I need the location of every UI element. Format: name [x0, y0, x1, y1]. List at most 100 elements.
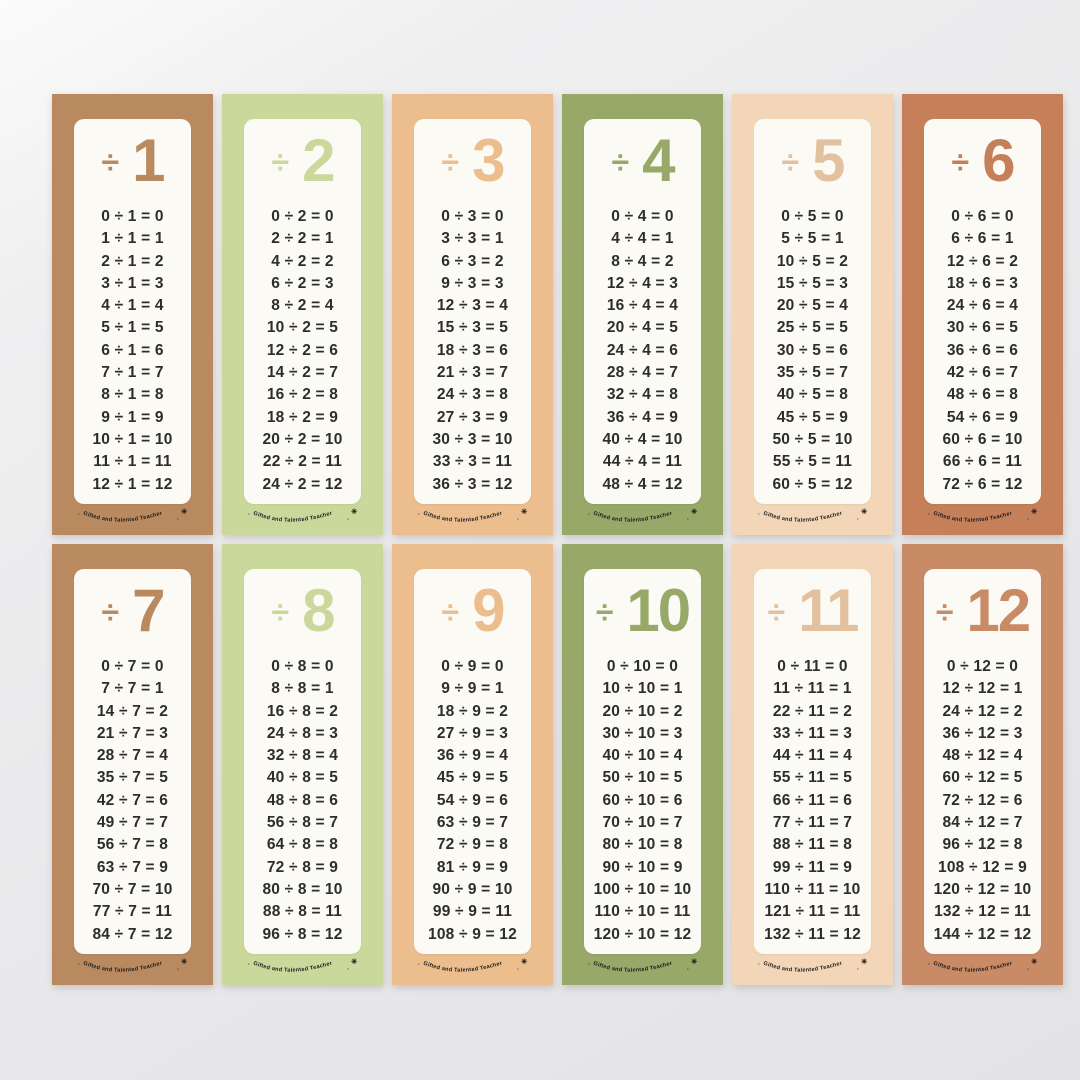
division-card: ÷ 7 0 ÷ 7 = 0 7 ÷ 7 = 1 14 ÷ 7 = 2 21 ÷ 7 =… — [52, 544, 213, 985]
divisor-number: 12 — [966, 576, 1031, 644]
dot-mark-trailing: · — [177, 967, 179, 973]
equation-line: 16 ÷ 2 = 8 — [266, 386, 339, 404]
equation-line: 44 ÷ 11 = 4 — [772, 747, 853, 765]
dot-mark-leading: · — [418, 512, 420, 518]
equation-line: 9 ÷ 9 = 1 — [441, 680, 504, 698]
equation-line: 2 ÷ 1 = 2 — [101, 252, 164, 270]
equation-line: 54 ÷ 6 = 9 — [946, 408, 1019, 426]
equation-line: 18 ÷ 3 = 6 — [436, 341, 509, 359]
sparkle-icon: ✳ — [861, 957, 868, 966]
sparkle-icon: ✳ — [351, 957, 358, 966]
equation-line: 10 ÷ 2 = 5 — [266, 319, 339, 337]
equation-line: 42 ÷ 7 = 6 — [96, 791, 169, 809]
equation-line: 60 ÷ 10 = 6 — [602, 791, 683, 809]
equation-line: 77 ÷ 7 = 11 — [92, 903, 173, 921]
equation-list: 0 ÷ 3 = 0 3 ÷ 3 = 1 6 ÷ 3 = 2 9 ÷ 3 = 3 12 ÷… — [414, 206, 531, 496]
equation-line: 12 ÷ 4 = 3 — [606, 274, 679, 292]
equation-list: 0 ÷ 11 = 0 11 ÷ 11 = 1 22 ÷ 11 = 2 33 ÷ 11 … — [754, 656, 871, 946]
sparkle-icon: ✳ — [351, 507, 358, 516]
equation-line: 22 ÷ 11 = 2 — [772, 702, 853, 720]
equation-line: 120 ÷ 12 = 10 — [933, 880, 1032, 898]
equation-line: 24 ÷ 4 = 6 — [606, 341, 679, 359]
equation-line: 0 ÷ 2 = 0 — [271, 208, 334, 225]
card-heading: ÷ 9 — [414, 577, 531, 644]
equation-line: 45 ÷ 5 = 9 — [776, 408, 849, 426]
equation-list: 0 ÷ 10 = 0 10 ÷ 10 = 1 20 ÷ 10 = 2 30 ÷ 10 … — [584, 656, 701, 946]
equation-line: 6 ÷ 3 = 2 — [441, 252, 504, 270]
dot-mark-trailing: · — [1027, 517, 1029, 523]
division-card: ÷ 9 0 ÷ 9 = 0 9 ÷ 9 = 1 18 ÷ 9 = 2 27 ÷ 9 =… — [392, 544, 553, 985]
equation-line: 4 ÷ 1 = 4 — [101, 297, 164, 315]
dot-mark-trailing: · — [177, 517, 179, 523]
brand-footer: Gifted and Talented Teacher ✳ · · — [758, 957, 868, 974]
card-heading: ÷ 5 — [754, 127, 871, 194]
equation-line: 96 ÷ 8 = 12 — [262, 925, 343, 943]
equation-line: 24 ÷ 2 = 12 — [262, 475, 343, 493]
sparkle-icon: ✳ — [691, 957, 698, 966]
card-panel: ÷ 2 0 ÷ 2 = 0 2 ÷ 2 = 1 4 ÷ 2 = 2 6 ÷ 2 = 3… — [244, 119, 361, 504]
division-card: ÷ 5 0 ÷ 5 = 0 5 ÷ 5 = 1 10 ÷ 5 = 2 15 ÷ 5 =… — [732, 94, 893, 535]
equation-line: 18 ÷ 9 = 2 — [436, 702, 509, 720]
equation-line: 27 ÷ 9 = 3 — [436, 724, 509, 742]
equation-line: 40 ÷ 4 = 10 — [602, 430, 683, 448]
sparkle-icon: ✳ — [691, 507, 698, 516]
divisor-number: 5 — [812, 126, 845, 194]
equation-line: 22 ÷ 2 = 11 — [262, 453, 343, 471]
division-card: ÷ 4 0 ÷ 4 = 0 4 ÷ 4 = 1 8 ÷ 4 = 2 12 ÷ 4 = … — [562, 94, 723, 535]
equation-list: 0 ÷ 9 = 0 9 ÷ 9 = 1 18 ÷ 9 = 2 27 ÷ 9 = 3 36… — [414, 656, 531, 946]
equation-line: 99 ÷ 11 = 9 — [772, 858, 853, 876]
equation-line: 9 ÷ 3 = 3 — [441, 274, 504, 292]
equation-line: 56 ÷ 7 = 8 — [96, 836, 169, 854]
equation-list: 0 ÷ 8 = 0 8 ÷ 8 = 1 16 ÷ 8 = 2 24 ÷ 8 = 3 32… — [244, 656, 361, 946]
equation-line: 0 ÷ 4 = 0 — [611, 208, 674, 225]
dot-mark-leading: · — [248, 962, 250, 968]
equation-line: 3 ÷ 1 = 3 — [101, 274, 164, 292]
brand-footer: Gifted and Talented Teacher ✳ · · — [588, 957, 698, 974]
dot-mark-leading: · — [928, 512, 930, 518]
equation-line: 50 ÷ 5 = 10 — [772, 430, 853, 448]
dot-mark-trailing: · — [517, 517, 519, 523]
card-heading: ÷ 7 — [74, 577, 191, 644]
brand-footer: Gifted and Talented Teacher ✳ · · — [248, 957, 358, 974]
card-heading: ÷ 6 — [924, 127, 1041, 194]
dot-mark-leading: · — [248, 512, 250, 518]
equation-line: 8 ÷ 8 = 1 — [271, 680, 334, 698]
equation-list: 0 ÷ 1 = 0 1 ÷ 1 = 1 2 ÷ 1 = 2 3 ÷ 1 = 3 4 ÷ … — [74, 206, 191, 496]
equation-line: 121 ÷ 11 = 11 — [764, 903, 861, 921]
equation-line: 0 ÷ 10 = 0 — [606, 658, 679, 675]
equation-line: 63 ÷ 7 = 9 — [96, 858, 169, 876]
division-card: ÷ 2 0 ÷ 2 = 0 2 ÷ 2 = 1 4 ÷ 2 = 2 6 ÷ 2 = 3… — [222, 94, 383, 535]
equation-line: 12 ÷ 3 = 4 — [436, 297, 509, 315]
divisor-number: 6 — [982, 126, 1015, 194]
equation-line: 36 ÷ 6 = 6 — [946, 341, 1019, 359]
card-panel: ÷ 6 0 ÷ 6 = 0 6 ÷ 6 = 1 12 ÷ 6 = 2 18 ÷ 6 =… — [924, 119, 1041, 504]
brand-text: Gifted and Talented Teacher — [252, 960, 333, 973]
equation-line: 12 ÷ 2 = 6 — [266, 341, 339, 359]
sparkle-icon: ✳ — [181, 957, 188, 966]
equation-line: 14 ÷ 2 = 7 — [266, 364, 339, 382]
equation-line: 24 ÷ 12 = 2 — [942, 702, 1023, 720]
equation-line: 35 ÷ 5 = 7 — [776, 364, 849, 382]
brand-text: Gifted and Talented Teacher — [82, 960, 163, 973]
equation-line: 20 ÷ 5 = 4 — [776, 297, 849, 315]
equation-line: 44 ÷ 4 = 11 — [602, 453, 683, 471]
divide-icon: ÷ — [271, 143, 290, 180]
sparkle-icon: ✳ — [861, 507, 868, 516]
equation-line: 12 ÷ 6 = 2 — [946, 252, 1019, 270]
equation-line: 110 ÷ 11 = 10 — [764, 880, 861, 898]
equation-line: 132 ÷ 11 = 12 — [764, 925, 861, 943]
equation-line: 100 ÷ 10 = 10 — [593, 880, 692, 898]
equation-line: 21 ÷ 3 = 7 — [436, 364, 509, 382]
equation-list: 0 ÷ 2 = 0 2 ÷ 2 = 1 4 ÷ 2 = 2 6 ÷ 2 = 3 8 ÷ … — [244, 206, 361, 496]
equation-line: 33 ÷ 11 = 3 — [772, 724, 853, 742]
card-panel: ÷ 11 0 ÷ 11 = 0 11 ÷ 11 = 1 22 ÷ 11 = 2 33 … — [754, 569, 871, 954]
card-panel: ÷ 3 0 ÷ 3 = 0 3 ÷ 3 = 1 6 ÷ 3 = 2 9 ÷ 3 = 3… — [414, 119, 531, 504]
equation-line: 8 ÷ 2 = 4 — [271, 297, 334, 315]
equation-line: 88 ÷ 8 = 11 — [262, 903, 343, 921]
divide-icon: ÷ — [441, 143, 460, 180]
division-card: ÷ 8 0 ÷ 8 = 0 8 ÷ 8 = 1 16 ÷ 8 = 2 24 ÷ 8 =… — [222, 544, 383, 985]
equation-line: 8 ÷ 4 = 2 — [611, 252, 674, 270]
division-card: ÷ 11 0 ÷ 11 = 0 11 ÷ 11 = 1 22 ÷ 11 = 2 33 … — [732, 544, 893, 985]
dot-mark-leading: · — [78, 512, 80, 518]
card-heading: ÷ 3 — [414, 127, 531, 194]
